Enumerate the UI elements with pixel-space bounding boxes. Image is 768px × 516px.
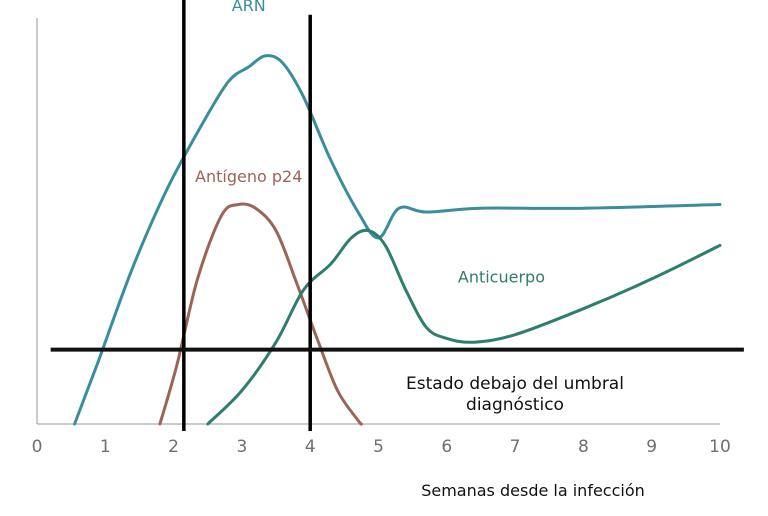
- x-tick-label: 6: [441, 437, 452, 457]
- x-tick-label: 10: [709, 437, 731, 457]
- x-tick-label: 9: [646, 437, 657, 457]
- series-line: [73, 54, 722, 426]
- x-tick-label: 8: [578, 437, 589, 457]
- x-axis-label: Semanas desde la infección: [421, 481, 645, 500]
- x-tick-label: 1: [100, 437, 111, 457]
- series-annotation: Anticuerpo: [458, 268, 545, 287]
- x-tick-label: 2: [168, 437, 179, 457]
- series-line: [206, 228, 722, 426]
- series-group: [73, 54, 722, 426]
- x-tick-label: 4: [305, 437, 316, 457]
- x-tick-label: 0: [32, 437, 43, 457]
- x-tick-label: 7: [510, 437, 521, 457]
- x-tick-label: 3: [236, 437, 247, 457]
- series-annotation: ARN: [232, 0, 266, 15]
- series-annotation: Antígeno p24: [195, 167, 302, 186]
- vertical-lines: [182, 0, 312, 431]
- x-tick-labels: 0 1 2 3 4 5 6 7 8 9 10: [32, 437, 731, 457]
- threshold-label-line2: diagnóstico: [466, 395, 564, 415]
- threshold-label-line1: Estado debajo del umbral: [406, 374, 624, 394]
- annotations-group: ARN Antígeno p24 Anticuerpo: [195, 0, 545, 287]
- series-line: [158, 202, 363, 426]
- x-tick-label: 5: [373, 437, 384, 457]
